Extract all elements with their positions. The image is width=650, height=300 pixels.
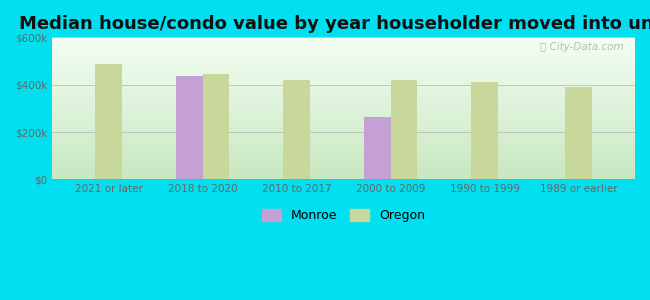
Bar — [471, 82, 498, 179]
Legend: Monroe, Oregon: Monroe, Oregon — [257, 204, 430, 227]
Bar — [96, 64, 122, 179]
Title: Median house/condo value by year householder moved into unit: Median house/condo value by year househo… — [19, 15, 650, 33]
Bar — [283, 80, 310, 179]
Bar — [203, 74, 229, 179]
Bar — [176, 76, 203, 179]
Bar — [364, 117, 391, 179]
Bar — [391, 80, 417, 179]
Text: ⓘ City-Data.com: ⓘ City-Data.com — [540, 42, 623, 52]
Bar — [566, 87, 592, 179]
